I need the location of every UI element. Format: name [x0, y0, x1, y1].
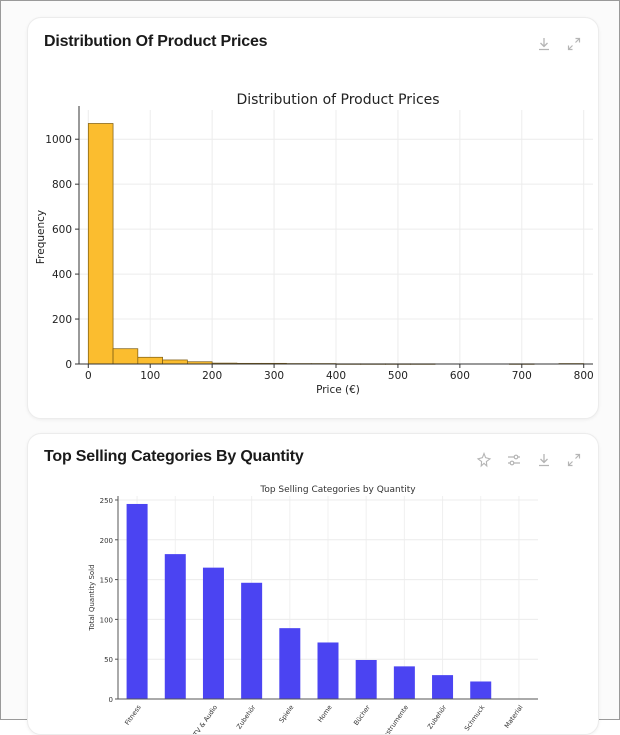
- y-tick-label: 150: [100, 577, 113, 585]
- top-categories-card: Top Selling Categories By Quantity Top S…: [27, 433, 599, 735]
- y-tick-label: 600: [52, 224, 72, 236]
- category-bar: [317, 642, 339, 699]
- y-tick-label: 400: [52, 269, 72, 281]
- x-tick-label: Material: [503, 703, 525, 729]
- category-bar: [279, 628, 301, 699]
- sliders-icon[interactable]: [506, 452, 522, 468]
- x-tick-label: Spiele: [278, 704, 296, 725]
- x-tick-label: 400: [326, 370, 346, 382]
- chart-title: Distribution of Product Prices: [236, 92, 439, 108]
- x-tick-label: Fitness: [123, 703, 143, 727]
- expand-icon[interactable]: [566, 36, 582, 52]
- category-bar: [432, 675, 454, 699]
- histogram-chart: Distribution of Product Prices 0 100 200 300…: [35, 92, 594, 396]
- x-tick-label: 800: [574, 370, 594, 382]
- category-bar: [241, 582, 263, 699]
- y-tick-label: 50: [104, 656, 113, 664]
- category-bar: [470, 681, 492, 699]
- y-axis-label: Total Quantity Sold: [88, 564, 96, 631]
- y-tick-label: 200: [52, 314, 72, 326]
- category-bar: [126, 503, 148, 699]
- category-bar: [164, 554, 186, 699]
- x-tick-label: Zubehör: [235, 703, 257, 730]
- card-title: Distribution Of Product Prices: [44, 33, 268, 50]
- card-title: Top Selling Categories By Quantity: [44, 448, 304, 465]
- card-toolbar: [476, 451, 582, 468]
- y-tick-label: 0: [65, 359, 72, 371]
- x-tick-label: Schmuck: [463, 703, 487, 732]
- y-tick-label: 250: [100, 497, 113, 505]
- x-tick-label: Home: [316, 704, 334, 724]
- x-tick-label: 700: [512, 370, 532, 382]
- y-tick-label: 0: [109, 696, 113, 704]
- x-tick-label: Zubehör: [426, 703, 448, 730]
- y-tick-label: 800: [52, 179, 72, 191]
- x-tick-label: 100: [140, 370, 160, 382]
- x-axis-label: Price (€): [316, 384, 360, 396]
- category-bar: [355, 659, 377, 699]
- x-tick-label: Bücher: [352, 703, 372, 727]
- histogram-bar: [87, 123, 114, 365]
- x-tick-label: TV & Audio: [191, 704, 219, 734]
- download-icon[interactable]: [536, 36, 552, 52]
- card-toolbar: [536, 36, 582, 52]
- y-tick-label: 200: [100, 537, 113, 545]
- category-bar: [202, 567, 224, 699]
- x-tick-label: 500: [388, 370, 408, 382]
- x-tick-label: 0: [85, 370, 92, 382]
- histogram-bar: [162, 359, 188, 365]
- expand-icon[interactable]: [566, 452, 582, 468]
- x-tick-label: 300: [264, 370, 284, 382]
- download-icon[interactable]: [536, 452, 552, 468]
- y-axis-label: Frequency: [35, 210, 47, 264]
- chart-title: Top Selling Categories by Quantity: [259, 485, 416, 495]
- y-tick-label: 1000: [45, 134, 72, 146]
- x-tick-label: 200: [202, 370, 222, 382]
- y-tick-label: 100: [100, 616, 113, 624]
- price-distribution-card: Distribution Of Product Prices Distribut…: [27, 17, 599, 419]
- x-tick-label: Instrumente: [381, 704, 410, 734]
- x-tick-label: 600: [450, 370, 470, 382]
- category-bar: [393, 666, 415, 699]
- bar-chart: Top Selling Categories by Quantity 0 50 100…: [88, 485, 538, 734]
- sparkle-icon[interactable]: [476, 451, 492, 468]
- histogram-bar: [137, 356, 163, 365]
- histogram-bar: [112, 348, 139, 365]
